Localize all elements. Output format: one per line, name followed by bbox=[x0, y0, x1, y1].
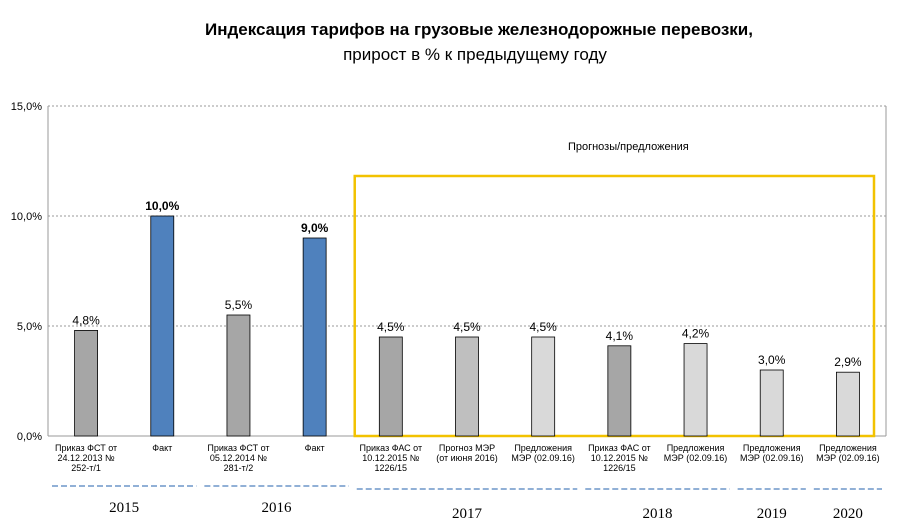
x-category-label: МЭР (02.09.16) bbox=[816, 453, 880, 463]
y-tick-label: 10,0% bbox=[11, 211, 42, 223]
bar bbox=[226, 314, 251, 437]
y-tick-label: 5,0% bbox=[17, 321, 42, 333]
x-category-label: 10.12.2015 № bbox=[362, 453, 420, 463]
bar-value-label: 4,8% bbox=[72, 313, 100, 327]
x-category-label: Приказ ФАС от bbox=[360, 443, 423, 453]
x-category-label: Предложения bbox=[667, 443, 725, 453]
year-label: 2018 bbox=[642, 506, 672, 522]
chart-subtitle: прирост в % к предыдущему году bbox=[343, 45, 607, 64]
bar bbox=[150, 215, 175, 437]
x-category-label: Факт bbox=[152, 443, 172, 453]
bar-value-label: 4,5% bbox=[530, 320, 558, 334]
chart-title: Индексация тарифов на грузовые железнодо… bbox=[205, 20, 753, 39]
bar bbox=[531, 336, 556, 437]
bar-value-label: 3,0% bbox=[758, 353, 786, 367]
forecast-box-label: Прогнозы/предложения bbox=[568, 141, 689, 153]
bar-value-label: 5,5% bbox=[225, 298, 253, 312]
x-category-label: 281-т/2 bbox=[224, 463, 254, 473]
x-category-label: Приказ ФСТ от bbox=[55, 443, 117, 453]
x-category-label: Приказ ФСТ от bbox=[207, 443, 269, 453]
y-tick-label: 0,0% bbox=[17, 431, 42, 443]
x-category-label: 10.12.2015 № bbox=[591, 453, 649, 463]
x-category-label: 24.12.2013 № bbox=[57, 453, 115, 463]
bar-value-label: 4,5% bbox=[453, 320, 481, 334]
y-tick-label: 15,0% bbox=[11, 101, 42, 113]
x-category-label: Приказ ФАС от bbox=[588, 443, 651, 453]
bar-value-label: 4,5% bbox=[377, 320, 405, 334]
bar-value-label: 10,0% bbox=[145, 199, 179, 213]
x-category-label: 1226/15 bbox=[375, 463, 408, 473]
x-category-label: (от июня 2016) bbox=[436, 453, 498, 463]
bar-value-label: 9,0% bbox=[301, 221, 329, 235]
x-category-label: 05.12.2014 № bbox=[210, 453, 268, 463]
year-label: 2017 bbox=[452, 506, 483, 522]
bar bbox=[836, 371, 860, 437]
x-category-label: МЭР (02.09.16) bbox=[740, 453, 804, 463]
year-label: 2015 bbox=[109, 500, 139, 516]
year-label: 2019 bbox=[757, 506, 787, 522]
x-category-label: Факт bbox=[305, 443, 325, 453]
bar-value-label: 4,2% bbox=[682, 327, 710, 341]
x-category-label: 252-т/1 bbox=[71, 463, 101, 473]
bar bbox=[302, 237, 327, 437]
x-category-label: Предложения bbox=[743, 443, 801, 453]
bar bbox=[759, 369, 784, 437]
bar bbox=[378, 336, 403, 437]
bar bbox=[683, 343, 708, 437]
year-label: 2016 bbox=[262, 500, 293, 516]
bar bbox=[74, 329, 98, 437]
bar-value-label: 4,1% bbox=[606, 329, 634, 343]
x-category-label: МЭР (02.09.16) bbox=[511, 453, 575, 463]
x-category-label: МЭР (02.09.16) bbox=[664, 453, 728, 463]
x-category-label: Предложения bbox=[819, 443, 877, 453]
x-category-label: Предложения bbox=[514, 443, 572, 453]
year-label: 2020 bbox=[833, 506, 863, 522]
bar bbox=[607, 345, 632, 437]
bar bbox=[455, 336, 479, 437]
x-category-label: 1226/15 bbox=[603, 463, 636, 473]
x-category-label: Прогноз МЭР bbox=[439, 443, 495, 453]
bar-value-label: 2,9% bbox=[834, 355, 862, 369]
